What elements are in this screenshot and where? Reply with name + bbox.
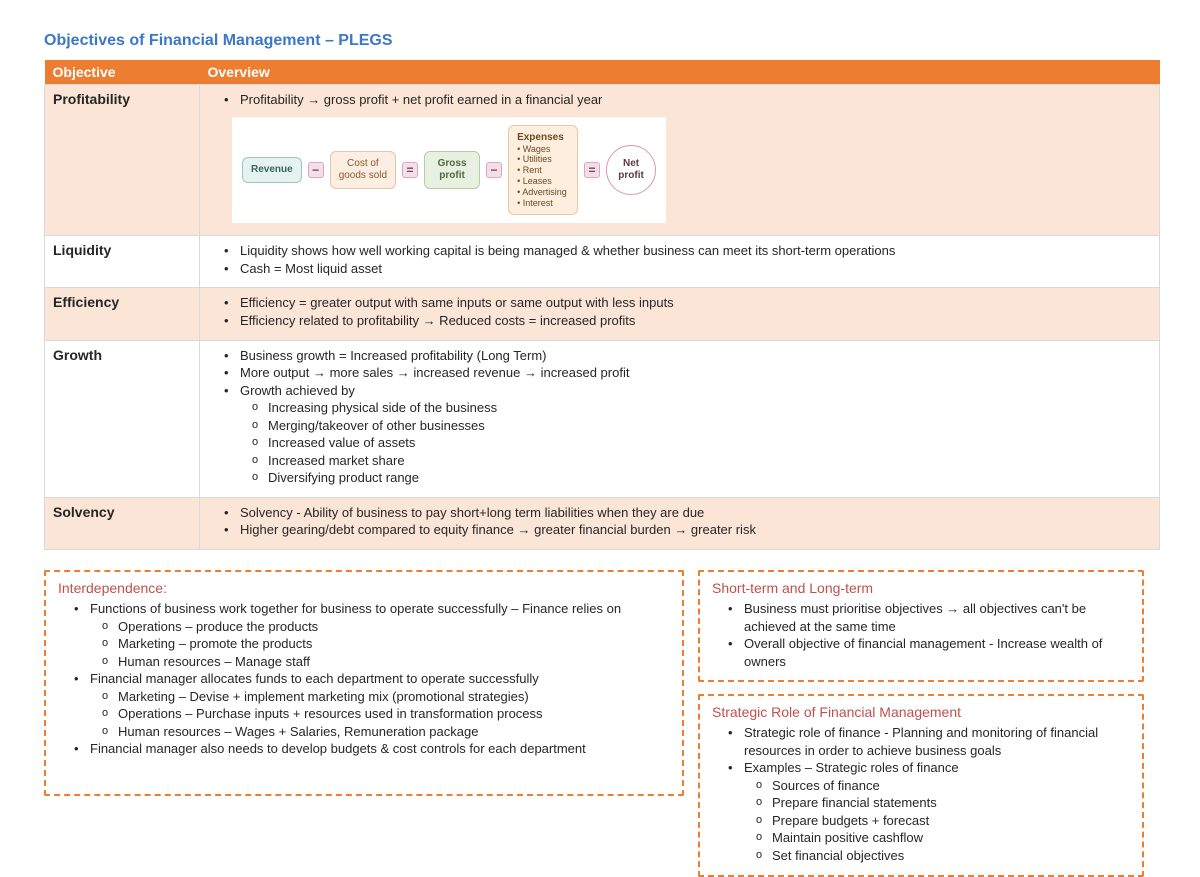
diagram-node-revenue: Revenue [242,157,302,183]
diagram-node-cogs: Cost of goods sold [330,151,396,189]
panel-short-long: Short-term and Long-term Business must p… [698,570,1144,682]
bullet: Efficiency related to profitability → Re… [218,312,1151,330]
sub-bullet: Set financial objectives [750,847,1130,865]
col-overview: Overview [200,60,1160,85]
col-objective: Objective [45,60,200,85]
row-label: Solvency [45,497,200,549]
bullet: Higher gearing/debt compared to equity f… [218,521,1151,539]
row-label: Growth [45,340,200,497]
sub-bullet: Prepare budgets + forecast [750,812,1130,830]
row-label: Profitability [45,85,200,236]
sub-bullet: Maintain positive cashflow [750,829,1130,847]
table-row: Efficiency Efficiency = greater output w… [45,288,1160,340]
bullet: Solvency - Ability of business to pay sh… [218,504,1151,522]
diagram-op: = [402,162,418,178]
bullet: Financial manager also needs to develop … [68,740,670,758]
bullet: Functions of business work together for … [68,600,670,618]
panel-title: Strategic Role of Financial Management [712,704,1130,720]
bullet: Liquidity shows how well working capital… [218,242,1151,260]
bullet: Profitability → gross profit + net profi… [218,91,1151,109]
sub-bullet: Increased market share [246,452,1151,470]
bullet: Overall objective of financial managemen… [722,635,1130,670]
profitability-diagram: Revenue − Cost of goods sold = Gross pro… [232,117,666,224]
diagram-op: − [308,162,324,178]
sub-bullet: Sources of finance [750,777,1130,795]
panel-title: Interdependence: [58,580,670,596]
sub-bullet: Prepare financial statements [750,794,1130,812]
sub-bullet: Operations – Purchase inputs + resources… [96,705,670,723]
bullet: Financial manager allocates funds to eac… [68,670,670,688]
bullet: Cash = Most liquid asset [218,260,1151,278]
sub-bullet: Operations – produce the products [96,618,670,636]
row-label: Efficiency [45,288,200,340]
diagram-op: − [486,162,502,178]
panel-strategic-role: Strategic Role of Financial Management S… [698,694,1144,876]
sub-bullet: Diversifying product range [246,469,1151,487]
sub-bullet: Marketing – Devise + implement marketing… [96,688,670,706]
table-row: Liquidity Liquidity shows how well worki… [45,236,1160,288]
bullet: Business must prioritise objectives → al… [722,600,1130,635]
table-row: Profitability Profitability → gross prof… [45,85,1160,236]
bullet: More output → more sales → increased rev… [218,364,1151,382]
sub-bullet: Human resources – Wages + Salaries, Remu… [96,723,670,741]
sub-bullet: Increasing physical side of the business [246,399,1151,417]
diagram-node-expenses: Expenses • Wages • Utilities • Rent • Le… [508,125,578,216]
objectives-table: Objective Overview Profitability Profita… [44,60,1160,550]
table-row: Growth Business growth = Increased profi… [45,340,1160,497]
bullet: Examples – Strategic roles of finance [722,759,1130,777]
sub-bullet: Increased value of assets [246,434,1151,452]
bullet: Growth achieved by [218,382,1151,400]
diagram-op: = [584,162,600,178]
bullet: Business growth = Increased profitabilit… [218,347,1151,365]
row-label: Liquidity [45,236,200,288]
diagram-node-gross: Gross profit [424,151,480,189]
table-row: Solvency Solvency - Ability of business … [45,497,1160,549]
sub-bullet: Marketing – promote the products [96,635,670,653]
bullet: Efficiency = greater output with same in… [218,294,1151,312]
bullet: Strategic role of finance - Planning and… [722,724,1130,759]
sub-bullet: Human resources – Manage staff [96,653,670,671]
sub-bullet: Merging/takeover of other businesses [246,417,1151,435]
diagram-node-net: Net profit [606,145,656,195]
page-title: Objectives of Financial Management – PLE… [44,32,1160,50]
panel-title: Short-term and Long-term [712,580,1130,596]
panel-interdependence: Interdependence: Functions of business w… [44,570,684,796]
